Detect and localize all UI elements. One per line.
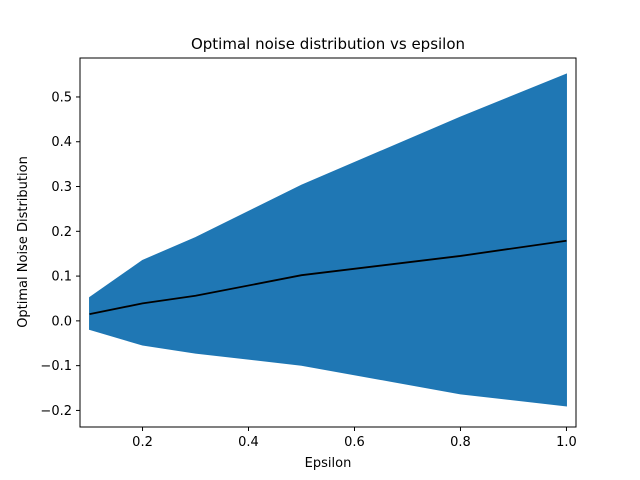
noise-band-area bbox=[89, 73, 567, 407]
x-tick-label: 0.4 bbox=[238, 435, 259, 450]
y-tick-label: 0.5 bbox=[51, 90, 72, 105]
y-tick-label: −0.2 bbox=[40, 404, 72, 419]
x-axis-label: Epsilon bbox=[305, 456, 352, 471]
chart-title: Optimal noise distribution vs epsilon bbox=[191, 35, 465, 53]
y-tick-label: 0.1 bbox=[51, 270, 72, 285]
y-axis: −0.2 −0.1 0.0 0.1 0.2 0.3 0.4 0.5 bbox=[40, 90, 80, 419]
line-layer bbox=[89, 239, 567, 316]
x-axis: 0.2 0.4 0.6 0.8 1.0 bbox=[132, 427, 577, 450]
x-tick-label: 0.8 bbox=[450, 435, 471, 450]
y-tick-label: 0.3 bbox=[51, 180, 72, 195]
axes-frame bbox=[79, 57, 577, 428]
y-tick-label: 0.2 bbox=[51, 225, 72, 240]
y-tick-label: 0.0 bbox=[51, 314, 72, 329]
y-tick-label: −0.1 bbox=[40, 359, 72, 374]
mean-line bbox=[89, 239, 567, 316]
band-layer bbox=[89, 73, 567, 407]
x-tick-label: 0.6 bbox=[344, 435, 365, 450]
y-axis-label: Optimal Noise Distribution bbox=[16, 156, 31, 328]
plot-area bbox=[89, 73, 567, 407]
x-tick-label: 0.2 bbox=[132, 435, 153, 450]
y-tick-label: 0.4 bbox=[51, 135, 72, 150]
x-tick-label: 1.0 bbox=[556, 435, 577, 450]
